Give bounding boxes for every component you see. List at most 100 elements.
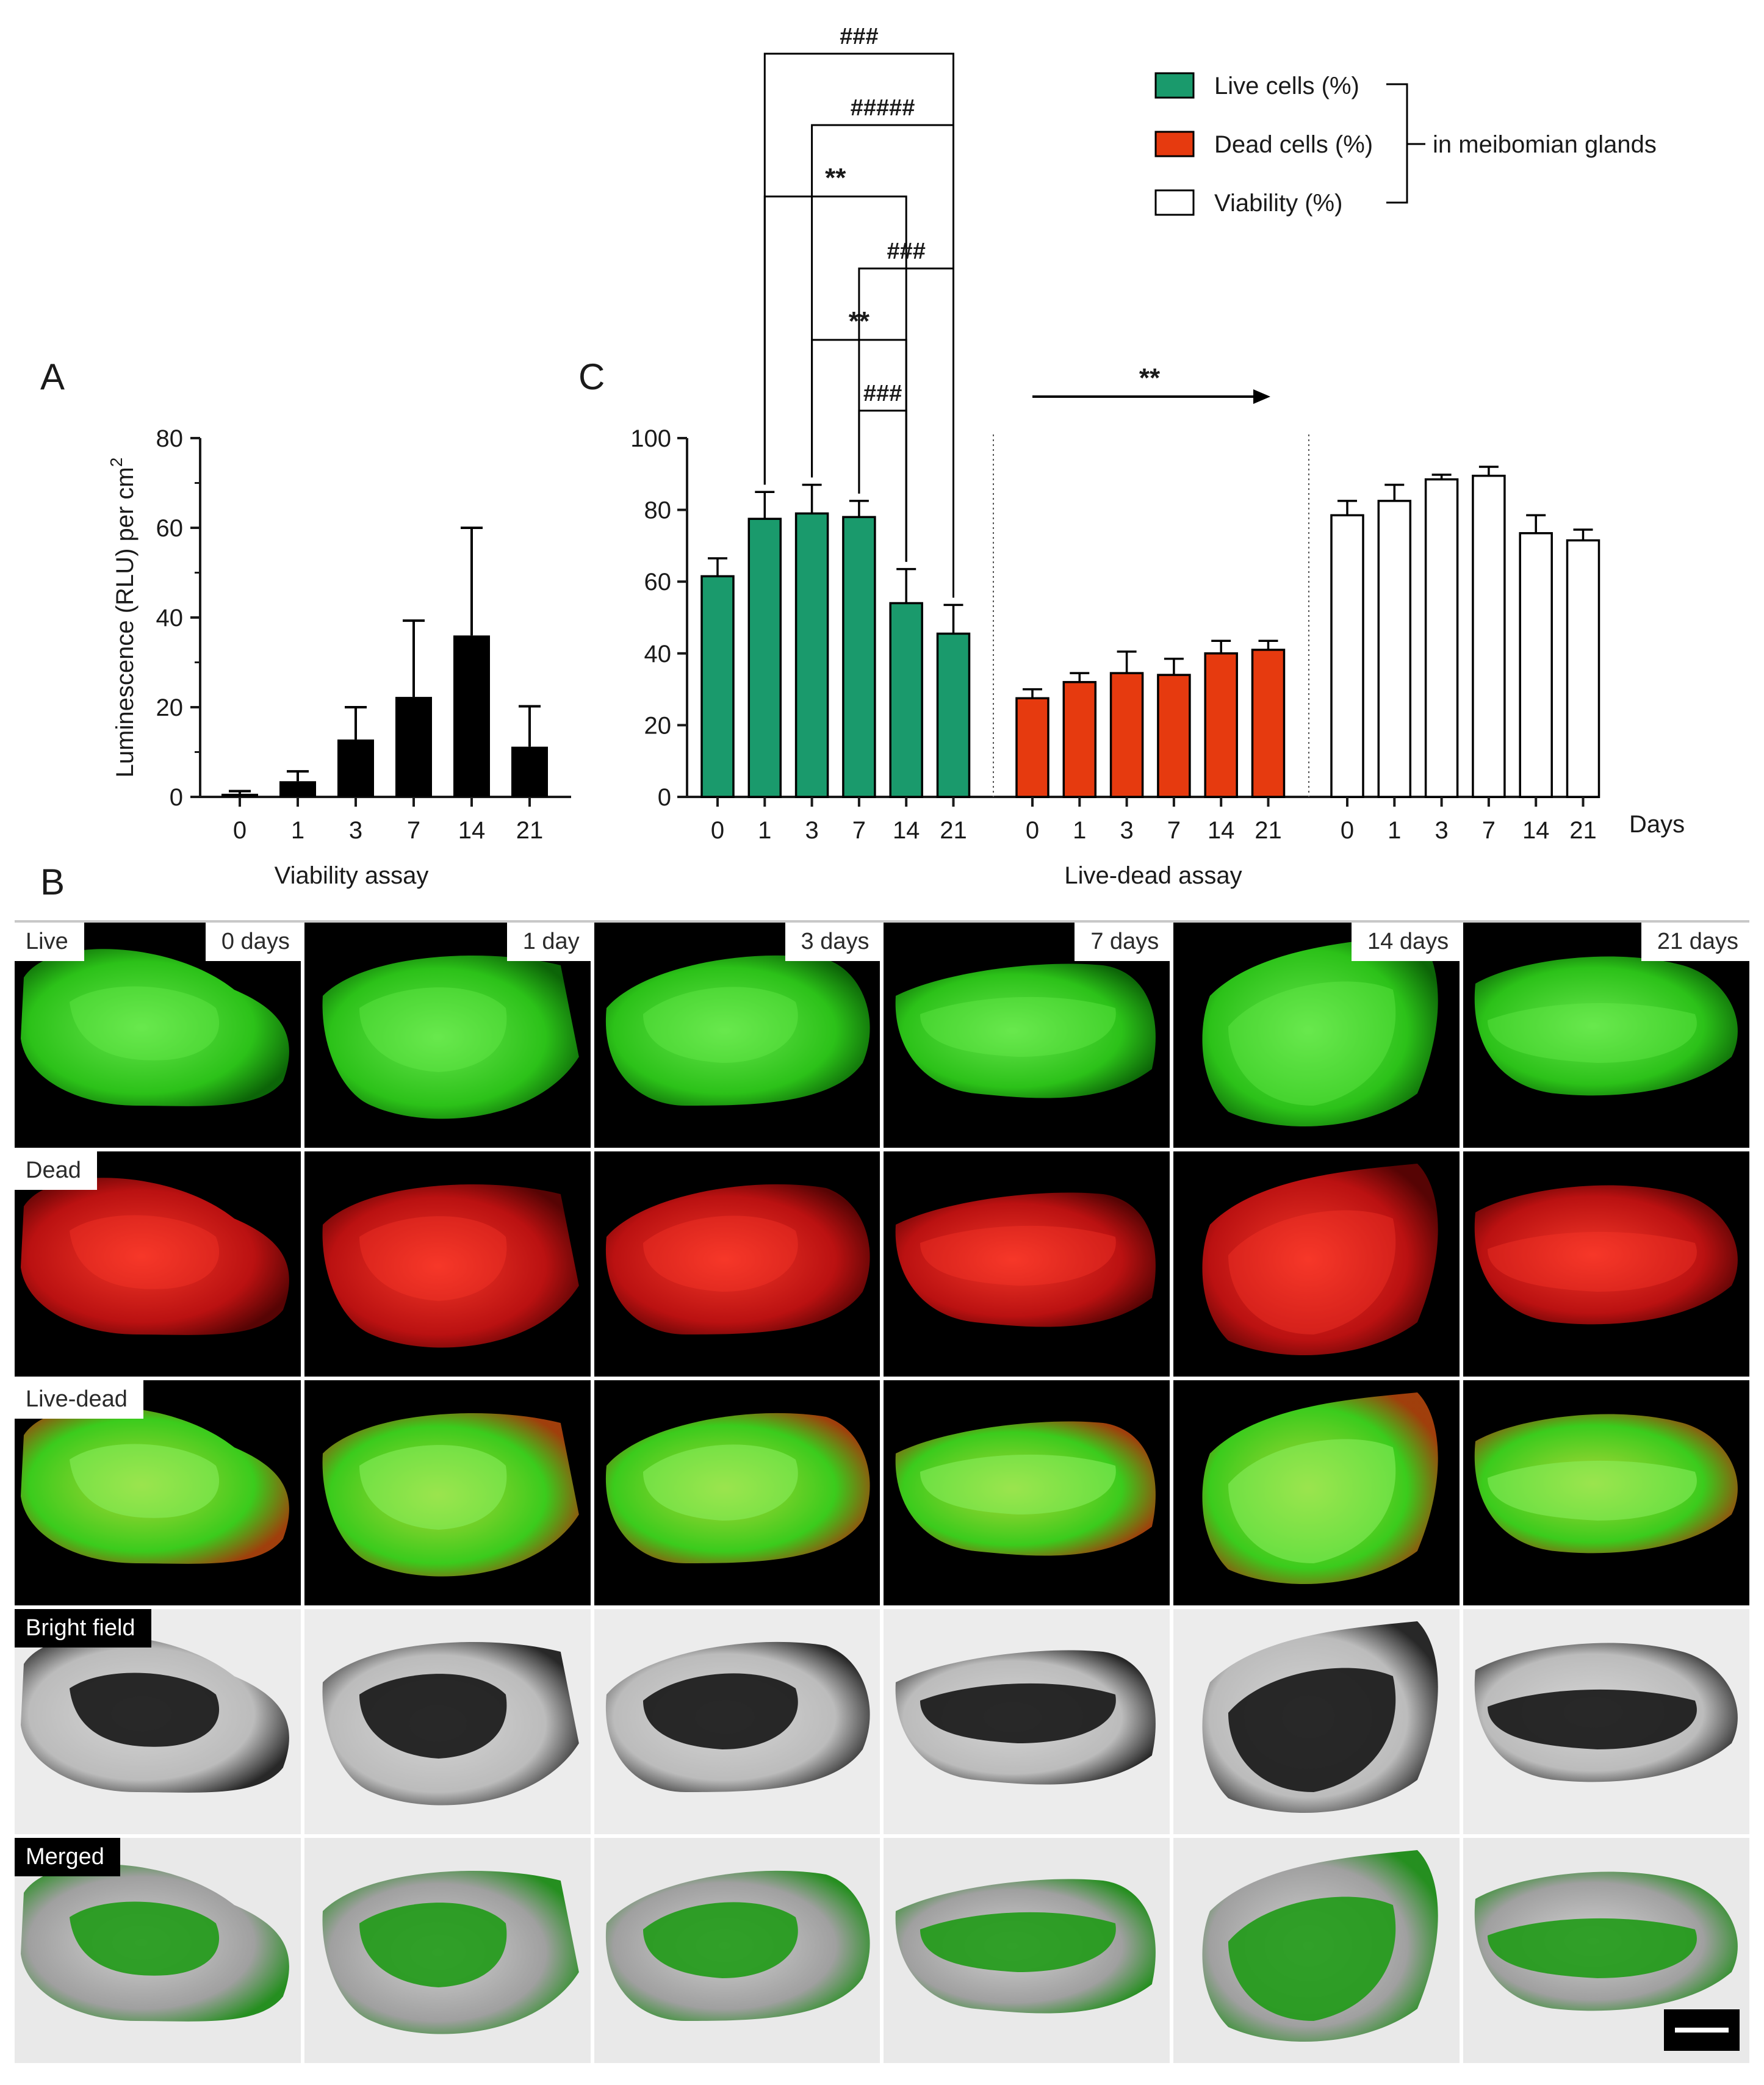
micrograph-image (594, 1838, 880, 2063)
gland-region (69, 1444, 220, 1518)
gland-region (359, 987, 507, 1072)
column-label: 21 days (1641, 923, 1749, 961)
gland-region (920, 1683, 1117, 1743)
x-tick-label: 1 (1388, 817, 1401, 844)
row-label: Bright field (15, 1609, 151, 1647)
y-tick-label: 0 (170, 784, 183, 811)
gland-region (359, 1674, 507, 1759)
gland-region (359, 1903, 507, 1987)
micrograph-image (884, 1380, 1170, 1605)
bar (747, 517, 782, 798)
x-tick-label: 21 (516, 817, 544, 844)
row-label: Merged (15, 1838, 120, 1876)
micrograph-image (1173, 1151, 1460, 1377)
bar (1109, 672, 1144, 798)
x-tick-label: 1 (758, 817, 771, 844)
bar (1251, 649, 1286, 798)
y-tick-label: 100 (630, 425, 671, 452)
micrograph-image (1463, 1609, 1749, 1834)
bar (1424, 478, 1459, 798)
legend-swatch-dead (1154, 131, 1195, 157)
bar (889, 602, 923, 798)
bar (1377, 500, 1412, 798)
x-tick-label: 1 (291, 817, 304, 844)
column-label: 7 days (1075, 923, 1170, 961)
gland-region (1488, 1460, 1697, 1521)
y-axis-label: Luminescence (RLU) per cm2 (107, 458, 139, 778)
gland-region (1488, 1231, 1697, 1292)
live-dead-chart: 0 20 40 60 80 100 0 1 3 7 14 21 0 1 3 7 14 21 0 1 3 7 14 21 ##… (630, 24, 1685, 889)
gland-region (1488, 1918, 1697, 1978)
x-tick-label: 7 (407, 817, 420, 844)
tissue-region (20, 949, 289, 1106)
legend-label-live: Live cells (%) (1214, 73, 1359, 99)
micrograph-image: 3 days (594, 923, 880, 1148)
panel-letter-a: A (40, 356, 65, 397)
legend-label-viability: Viability (%) (1214, 190, 1342, 217)
x-tick-label: 0 (1341, 817, 1354, 844)
x-tick-label: 7 (1167, 817, 1181, 844)
gland-region (1228, 1210, 1396, 1334)
significance-label: ** (849, 306, 870, 336)
x-tick-label: 0 (233, 817, 247, 844)
gland-region (920, 1225, 1117, 1286)
trend-significance-label: ** (1139, 363, 1161, 393)
micrograph-grid: Live 0 days 1 day 3 days 7 days 14 days 21 day… (15, 920, 1749, 2070)
gland-region (643, 1673, 798, 1749)
column-label: 3 days (785, 923, 880, 961)
trend-arrow-head (1253, 389, 1270, 404)
x-tick-label: 14 (893, 817, 920, 844)
bar (221, 793, 258, 797)
bar (700, 575, 735, 798)
y-tick-label: 60 (644, 569, 672, 596)
micrograph-image (1463, 1380, 1749, 1605)
micrograph-image: Live 0 days (15, 923, 301, 1148)
micrograph-image (1463, 1838, 1749, 2063)
gland-region (920, 1912, 1117, 1972)
bar (395, 697, 432, 797)
bar (1330, 514, 1364, 798)
x-tick-label: 14 (1522, 817, 1550, 844)
y-tick-label: 20 (156, 694, 184, 721)
micrograph-image: Bright field (15, 1609, 301, 1834)
tissue-region (322, 956, 579, 1119)
row-label: Dead (15, 1151, 97, 1190)
micrograph-image (304, 1380, 591, 1605)
gland-region (920, 1454, 1117, 1514)
gland-region (69, 1673, 220, 1747)
bar (1566, 539, 1600, 798)
significance-label: ##### (851, 95, 915, 121)
gland-region (643, 1444, 798, 1521)
bar (1472, 474, 1506, 798)
significance-label: ### (840, 24, 878, 49)
x-tick-label: 3 (1120, 817, 1133, 844)
gland-region (1488, 1003, 1697, 1063)
bar (453, 635, 490, 797)
gland-region (1228, 1439, 1396, 1563)
column-label: 0 days (205, 923, 301, 961)
tissue-region (1202, 935, 1439, 1126)
significance-bracket (858, 409, 907, 562)
legend-swatch-viability (1154, 189, 1195, 216)
micrograph-image (1173, 1380, 1460, 1605)
y-tick-label: 20 (644, 712, 672, 739)
x-tick-label: 7 (1482, 817, 1496, 844)
legend-group-label: in meibomian glands (1433, 131, 1657, 158)
legend-label-dead: Dead cells (%) (1214, 131, 1373, 158)
x-tick-label: 21 (940, 817, 967, 844)
micrograph-image (304, 1609, 591, 1834)
micrograph-image (304, 1151, 591, 1377)
legend: Live cells (%) Dead cells (%) Viability … (1154, 72, 1657, 217)
legend-swatch-live (1154, 72, 1195, 99)
micrograph-image: Live-dead (15, 1380, 301, 1605)
tissue-region (605, 1184, 870, 1334)
bar (1204, 652, 1238, 798)
gland-region (69, 1901, 220, 1976)
significance-bracket (763, 195, 907, 562)
micrograph-image (884, 1151, 1170, 1377)
grid-row-live: Live 0 days 1 day 3 days 7 days 14 days 21 day… (15, 923, 1749, 1148)
micrograph-image: Dead (15, 1151, 301, 1377)
charts-area: A C B 0 20 40 60 80 0 1 3 7 14 21 Luminescence (R… (40, 24, 1685, 902)
grid-row-merged: Merged (15, 1838, 1749, 2063)
gland-region (69, 986, 220, 1061)
